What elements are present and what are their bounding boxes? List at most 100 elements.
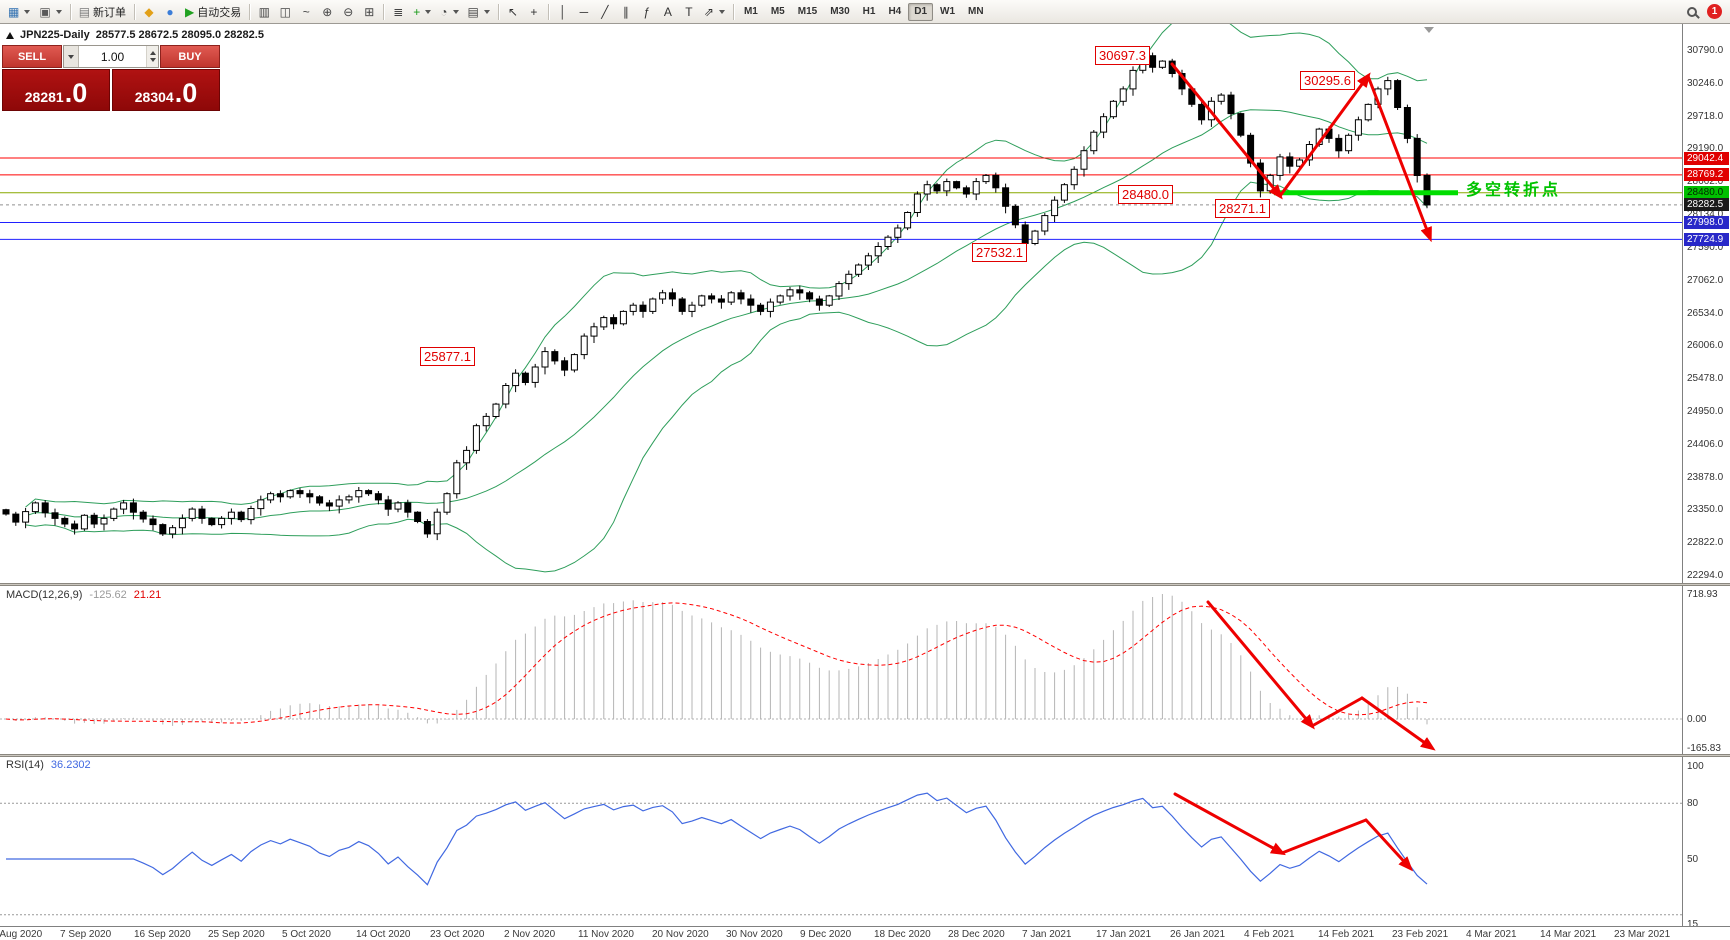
candles-chart-button[interactable]: ◫ [275,2,295,22]
timeframe-m5-button[interactable]: M5 [770,6,785,17]
new-order-button[interactable]: ▤ 新订单 [75,2,130,22]
price-annotation[interactable]: 30697.3 [1095,46,1150,65]
channel-button[interactable]: ∥ [616,2,636,22]
volume-dropdown-icon[interactable] [64,46,79,67]
new-order-button-label: 新订单 [93,6,127,19]
price-tick: 22294.0 [1687,570,1724,581]
indicators-button[interactable]: + [409,2,435,22]
date-tick: 14 Oct 2020 [356,929,411,940]
timeframe-mn-button[interactable]: MN [968,6,984,17]
price-level-tag: 28480.0 [1684,186,1729,200]
price-tick: 23878.0 [1687,471,1724,483]
timeframe-h1-button[interactable]: H1 [862,6,876,17]
rsi-indicator-label: RSI(14) 36.2302 [6,759,91,771]
horizontal-level-lines[interactable] [0,157,1682,240]
buy-price-pips: .0 [174,78,198,109]
timeframe-m30-button[interactable]: M30 [830,6,850,17]
tile-windows-button[interactable]: ⊞ [359,2,379,22]
buy-price-main: 28304 [134,88,174,105]
price-annotation[interactable]: 25877.1 [420,347,475,366]
rsi-scale-tick: 15 [1687,919,1699,931]
price-level-tag: 27998.0 [1684,216,1729,229]
timeframe-m1-button[interactable]: M1 [743,6,758,17]
date-tick: 28 Dec 2020 [948,929,1005,940]
market-icon: ◆ [144,4,154,19]
price-annotation[interactable]: 27532.1 [972,243,1027,262]
arrange-windows-button[interactable]: ≣ [388,2,408,22]
zoom-in-icon: ⊕ [322,4,333,19]
trendline-button[interactable]: ╱ [595,2,615,22]
dropdown-caret-icon [425,9,432,14]
timeframe-d1-button[interactable]: D1 [908,2,934,21]
sell-price-main: 28281 [24,88,64,105]
autotrade-icon: ▶ [185,4,195,19]
volume-stepper [146,46,158,67]
label-button[interactable]: T [679,2,699,22]
zoom-in-button[interactable]: ⊕ [317,2,337,22]
zoom-out-button[interactable]: ⊖ [338,2,358,22]
profiles-button[interactable]: ▣ [35,2,65,22]
line-chart-button[interactable]: ~ [296,2,316,22]
sell-button[interactable]: SELL [2,45,62,68]
periods-button[interactable]: ◔ [436,2,462,22]
hline-button[interactable]: ─ [574,2,594,22]
time-scale[interactable]: 28 Aug 2020 7 Sep 2020 16 Sep 2020 25 Sep 2… [0,926,1730,940]
price-tick: 30790.0 [1687,45,1724,56]
price-tick: 25478.0 [1687,373,1724,385]
vline-button[interactable]: │ [553,2,573,22]
volume-up-icon[interactable] [149,51,156,55]
text-button[interactable]: A [658,2,678,22]
cursor-button[interactable]: ↖ [503,2,523,22]
candles-chart-icon: ◫ [279,4,291,19]
new-chart-icon: ▦ [8,4,20,19]
chart-shift-icon[interactable] [1424,27,1434,33]
toolbar-separator [732,3,734,20]
chart-collapse-icon[interactable] [6,31,14,39]
new-chart-button[interactable]: ▦ [4,2,34,22]
date-tick: 7 Jan 2021 [1022,929,1072,940]
community-button[interactable]: ● [160,2,180,22]
market-button[interactable]: ◆ [139,2,159,22]
macd-indicator-label: MACD(12,26,9) -125.62 21.21 [6,589,161,601]
date-tick: 5 Oct 2020 [282,929,331,940]
date-tick: 9 Dec 2020 [800,929,852,940]
price-level-tag: 29042.4 [1684,151,1729,165]
turning-point-note[interactable]: 多空转折点 [1466,182,1562,199]
templates-button[interactable]: ▤ [464,2,494,22]
rsi-panel-divider[interactable] [0,754,1730,757]
volume-down-icon[interactable] [149,58,156,62]
timeframe-w1-button[interactable]: W1 [940,6,956,17]
volume-field [63,45,159,68]
arrange-windows-icon: ≣ [393,4,404,19]
bars-chart-button[interactable]: ▥ [254,2,274,22]
buy-price-display[interactable]: 28304 .0 [112,69,220,111]
channel-icon: ∥ [622,4,629,19]
date-tick: 14 Mar 2021 [1540,929,1597,940]
autotrade-button[interactable]: ▶ 自动交易 [181,2,245,22]
price-scale[interactable]: 30790.0 30246.0 29718.0 29190.0 28662.0 28134… [1682,0,1730,940]
timeframe-h4-button[interactable]: H4 [888,6,902,17]
volume-input[interactable] [79,46,146,67]
price-annotation[interactable]: 30295.6 [1300,71,1355,90]
price-annotation[interactable]: 28480.0 [1118,185,1173,204]
toolbar-separator [383,3,385,20]
date-tick: 18 Dec 2020 [874,929,931,940]
notification-badge[interactable]: 1 [1707,4,1722,19]
sell-price-pips: .0 [64,78,88,109]
bollinger-bands[interactable] [25,12,1428,573]
crosshair-button[interactable]: + [524,2,544,22]
rsi-scale-tick: 50 [1687,854,1699,865]
shapes-button[interactable]: ⇗ [700,2,729,22]
fibonacci-button[interactable]: ƒ [637,2,657,22]
timeframe-m15-button[interactable]: M15 [797,6,818,17]
sell-price-display[interactable]: 28281 .0 [2,69,110,111]
search-icon[interactable] [1687,6,1697,17]
trend-arrows[interactable] [1170,62,1436,872]
macd-panel-divider[interactable] [0,583,1730,586]
price-annotation[interactable]: 28271.1 [1215,199,1270,218]
price-tick: 29190.0 [1687,143,1724,155]
ohlc-values: 28577.5 28672.5 28095.0 28282.5 [95,29,264,41]
date-tick: 7 Sep 2020 [60,929,112,940]
buy-button[interactable]: BUY [160,45,220,68]
